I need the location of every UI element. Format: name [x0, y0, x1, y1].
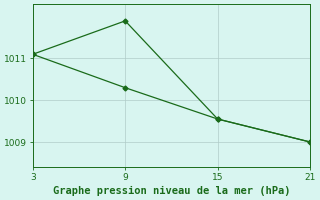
X-axis label: Graphe pression niveau de la mer (hPa): Graphe pression niveau de la mer (hPa) — [53, 186, 290, 196]
